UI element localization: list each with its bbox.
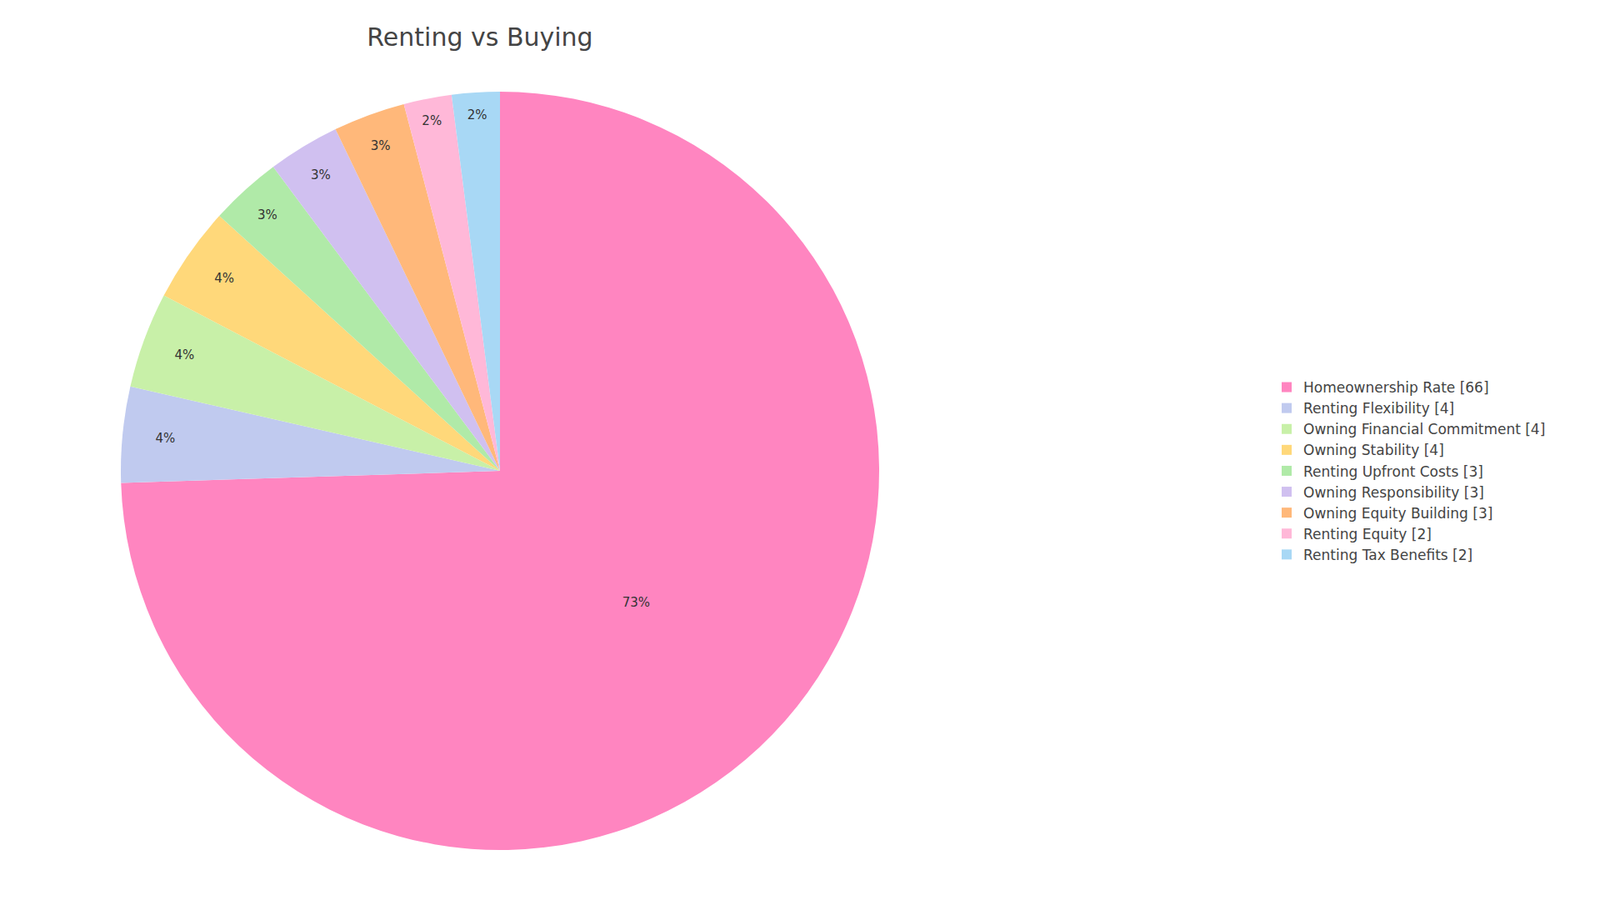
- svg-text:4%: 4%: [175, 347, 195, 363]
- svg-text:73%: 73%: [622, 595, 650, 610]
- svg-text:4%: 4%: [214, 270, 235, 286]
- svg-text:Owning Responsibility [3]: Owning Responsibility [3]: [1303, 484, 1485, 501]
- svg-text:Owning Financial Commitment [4: Owning Financial Commitment [4]: [1303, 420, 1545, 438]
- svg-text:Renting Upfront Costs [3]: Renting Upfront Costs [3]: [1303, 463, 1484, 480]
- svg-text:3%: 3%: [370, 138, 391, 154]
- svg-text:4%: 4%: [155, 430, 176, 446]
- svg-text:Renting vs Buying: Renting vs Buying: [366, 22, 593, 52]
- svg-text:Homeownership Rate [66]: Homeownership Rate [66]: [1303, 379, 1490, 396]
- svg-text:Renting Equity [2]: Renting Equity [2]: [1303, 525, 1432, 543]
- svg-text:2%: 2%: [467, 107, 488, 123]
- svg-text:3%: 3%: [257, 207, 278, 223]
- svg-text:2%: 2%: [421, 113, 442, 129]
- svg-text:Owning Stability [4]: Owning Stability [4]: [1303, 441, 1445, 459]
- svg-text:Renting Tax Benefits [2]: Renting Tax Benefits [2]: [1303, 546, 1473, 564]
- svg-text:Renting Flexibility [4]: Renting Flexibility [4]: [1303, 400, 1455, 417]
- svg-text:3%: 3%: [310, 167, 331, 183]
- svg-text:Owning Equity Building [3]: Owning Equity Building [3]: [1303, 505, 1493, 522]
